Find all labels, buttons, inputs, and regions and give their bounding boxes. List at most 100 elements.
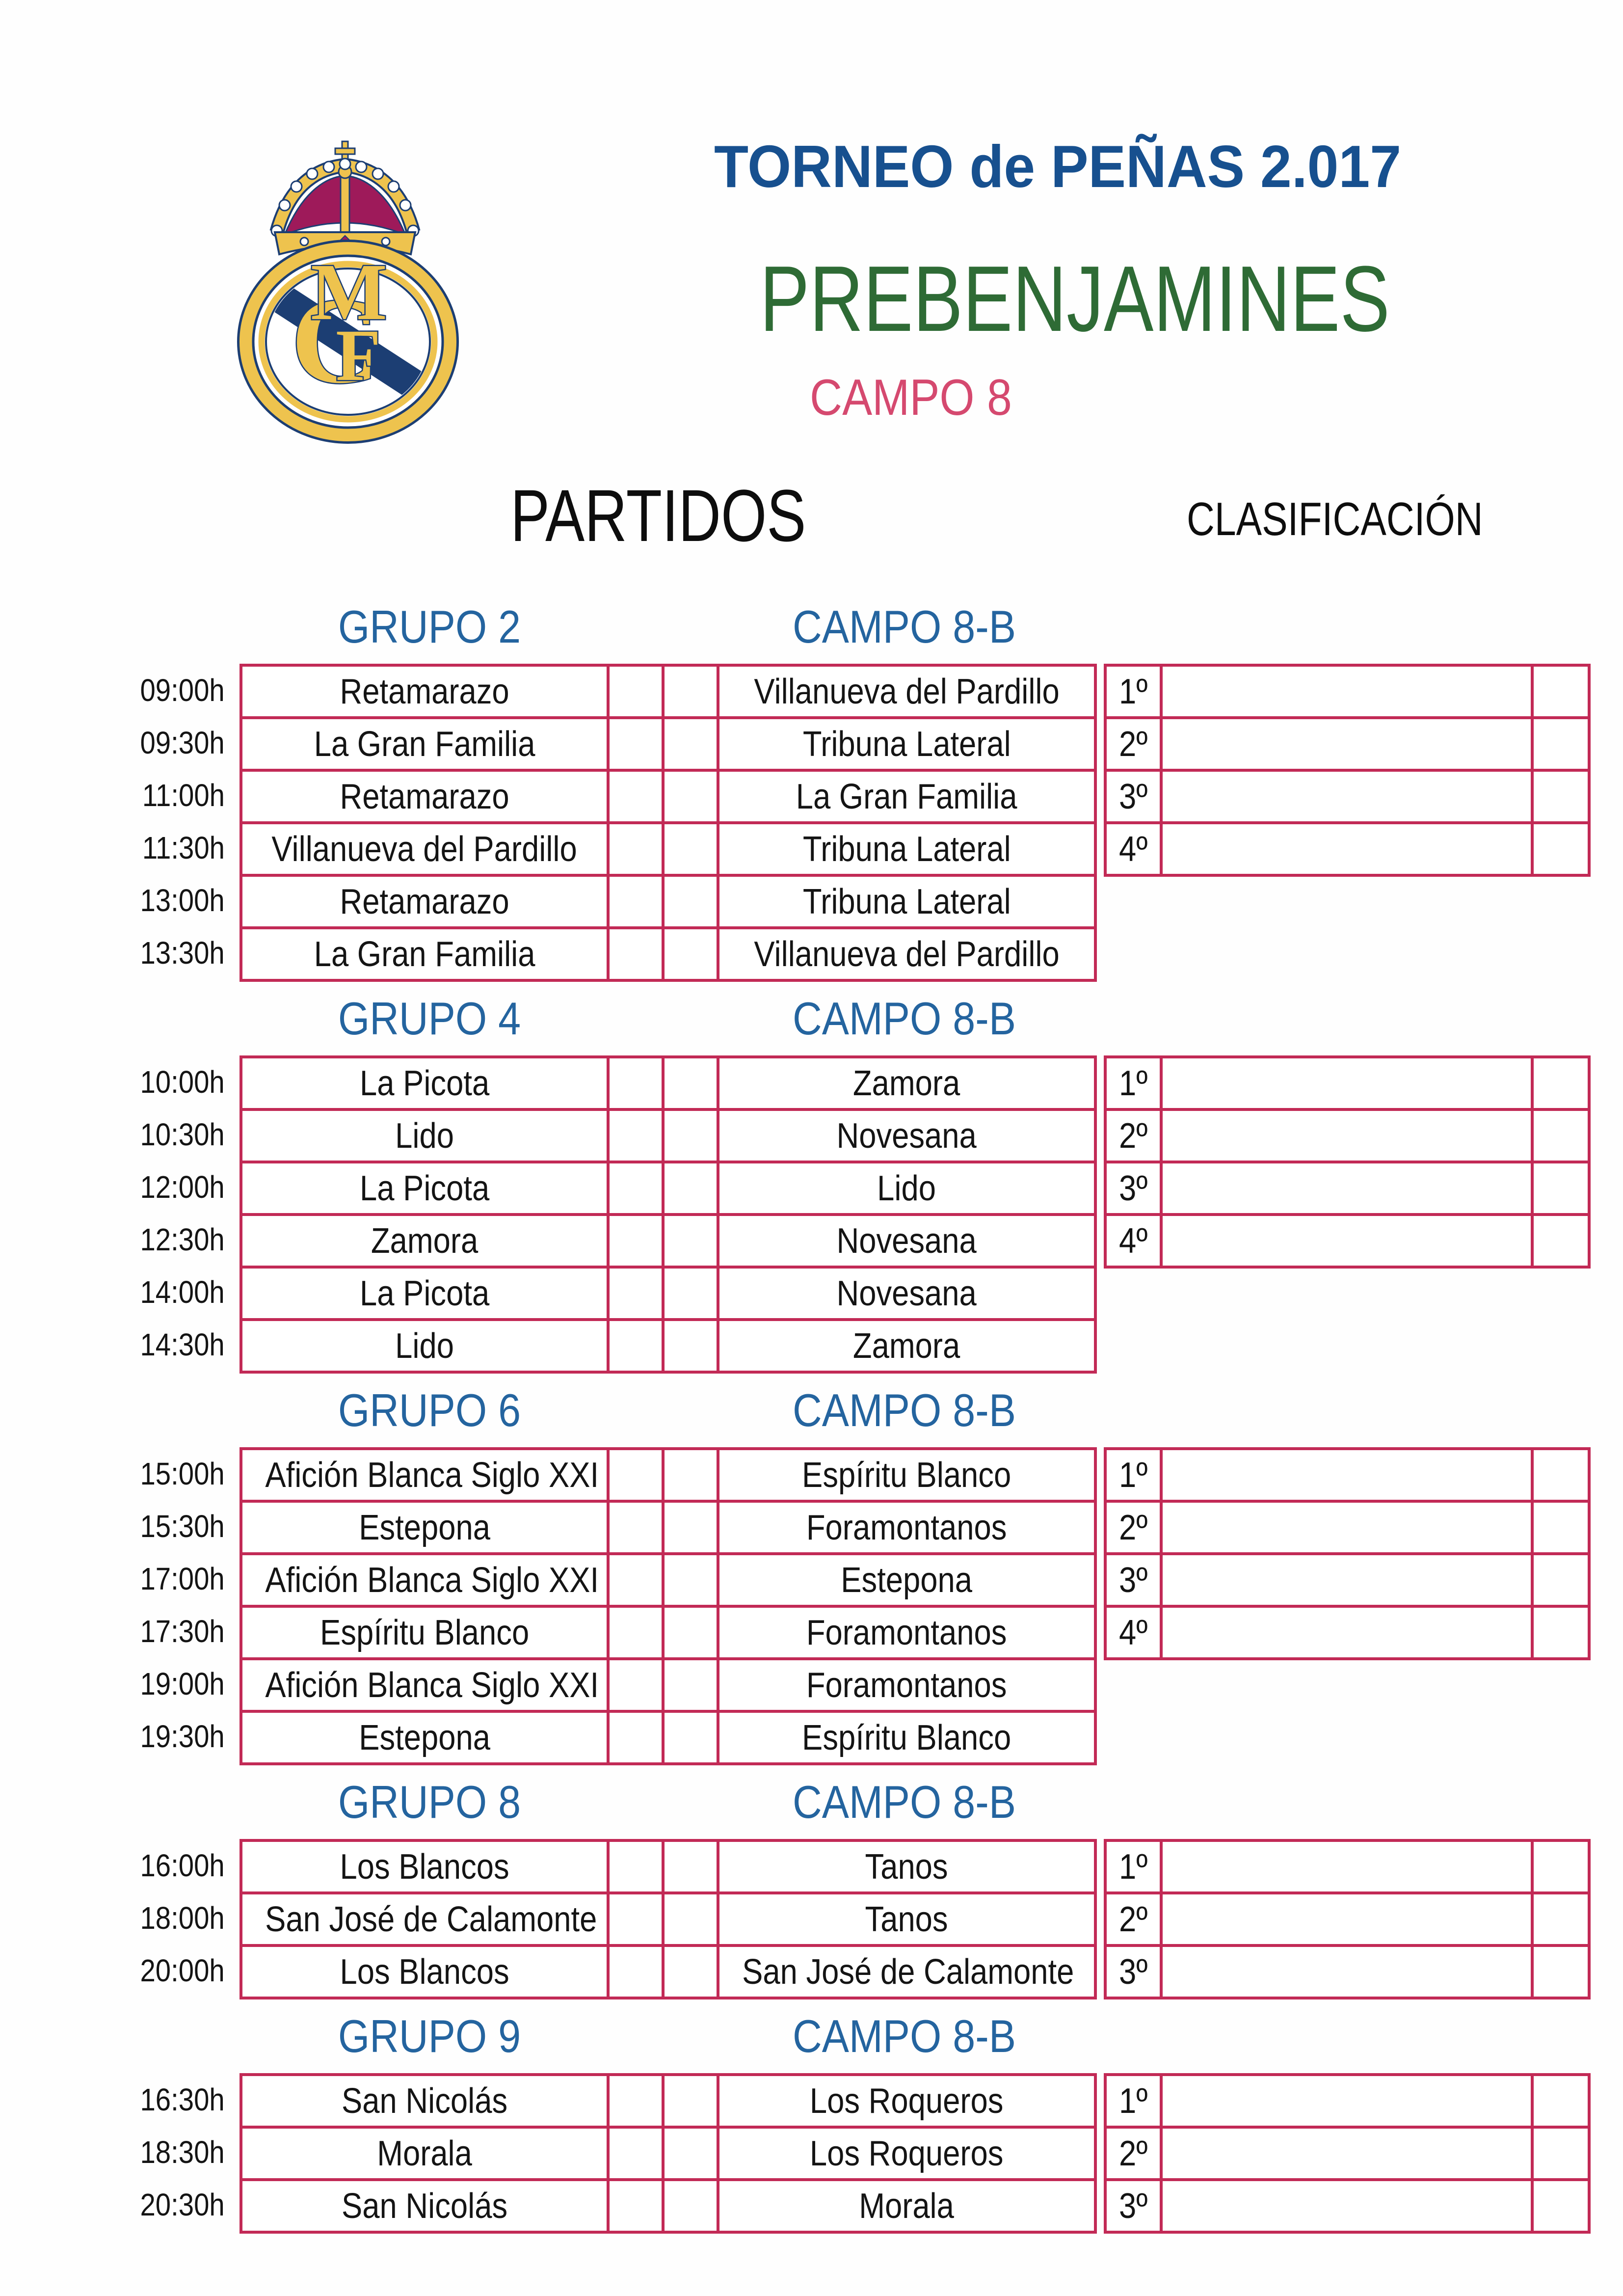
away-score-cell [662,1318,719,1374]
home-score-cell [607,1447,665,1503]
group-campo-title: CAMPO 8-B [792,993,1016,1044]
classification-team-cell [1160,1500,1534,1555]
classification-points-cell [1531,769,1591,824]
away-team-cell: Tanos [717,1891,1097,1947]
home-score-cell [607,874,665,929]
home-score-cell [607,664,665,719]
home-score-cell [607,1605,665,1660]
home-team-cell: San Nicolás [239,2073,610,2129]
match-time: 11:30h [142,830,225,865]
home-score-cell [607,1710,665,1765]
matches-table: La Picota Zamora Lido Novesana La Picota Lido… [239,1055,1097,1374]
group-section: GRUPO 2 CAMPO 8-B 09:00h 09:30h 11:00h 11:3… [0,590,1623,982]
match-time: 12:00h [140,1169,225,1205]
classification-table: 1º 2º 3º [1104,1839,1591,1999]
away-team-cell: Villanueva del Pardillo [717,926,1097,982]
away-score-cell [662,716,719,772]
away-score-cell [662,2073,719,2129]
away-team-cell: Zamora [717,1318,1097,1374]
home-team-cell: La Picota [239,1161,610,1216]
match-row: San Nicolás Morala [239,2178,1097,2234]
away-score-cell [662,1710,719,1765]
rank-cell: 3º [1104,1944,1163,1999]
match-time: 10:30h [140,1116,225,1152]
crest-svg: C M F [237,140,459,444]
classification-team-cell [1160,1552,1534,1608]
rank-cell: 1º [1104,1839,1163,1894]
group-section: GRUPO 6 CAMPO 8-B 15:00h 15:30h 17:00h 17:3… [0,1374,1623,1765]
group-body: 16:30h 18:30h 20:30h San Nicolás Los Roquer… [0,2073,1623,2234]
group-title: GRUPO 4 [338,993,521,1044]
home-score-cell [607,1500,665,1555]
monogram-letter-c: C [291,273,380,409]
home-team-cell: Lido [239,1318,610,1374]
classification-team-cell [1160,1213,1534,1269]
match-row: Zamora Novesana [239,1213,1097,1269]
match-row: Los Blancos Tanos [239,1839,1097,1894]
matches-table: Retamarazo Villanueva del Pardillo La Gran… [239,664,1097,982]
group-body: 16:00h 18:00h 20:00h Los Blancos Tanos San J… [0,1839,1623,1999]
group-body: 09:00h 09:30h 11:00h 11:30h 13:00h 13:30h Ret… [0,664,1623,982]
groups-container: GRUPO 2 CAMPO 8-B 09:00h 09:30h 11:00h 11:3… [0,590,1623,2234]
match-time: 16:00h [140,1847,225,1883]
home-team-cell: La Picota [239,1055,610,1111]
classification-points-cell [1531,1839,1591,1894]
tournament-title: TORNEO de PEÑAS 2.017 [714,133,1402,200]
rank-cell: 3º [1104,1552,1163,1608]
classification-team-cell [1160,1055,1534,1111]
match-row: La Picota Zamora [239,1055,1097,1111]
match-row: Espíritu Blanco Foramontanos [239,1605,1097,1660]
away-team-cell: Foramontanos [717,1500,1097,1555]
classification-points-cell [1531,1108,1591,1163]
group-title: GRUPO 2 [338,601,521,652]
match-row: Lido Novesana [239,1108,1097,1163]
classification-row: 2º [1104,1891,1591,1947]
classification-row: 2º [1104,1108,1591,1163]
classification-team-cell [1160,1944,1534,1999]
group-header: GRUPO 2 CAMPO 8-B [0,590,1623,664]
times-column: 15:00h 15:30h 17:00h 17:30h 19:00h 19:30h [0,1447,239,1762]
partidos-heading: PARTIDOS [510,474,806,557]
home-score-cell [607,2126,665,2181]
home-score-cell [607,1108,665,1163]
match-time: 09:30h [140,725,225,760]
away-score-cell [662,821,719,877]
home-team-cell: Villanueva del Pardillo [239,821,610,877]
classification-row: 2º [1104,2126,1591,2181]
home-score-cell [607,1657,665,1713]
monogram-letter-m: M [311,247,387,337]
away-score-cell [662,664,719,719]
home-score-cell [607,1552,665,1608]
classification-team-cell [1160,1839,1534,1894]
classification-row: 2º [1104,716,1591,772]
classification-table: 1º 2º 3º 4º [1104,664,1591,877]
classification-points-cell [1531,1605,1591,1660]
classification-points-cell [1531,1447,1591,1503]
match-row: Afición Blanca Siglo XXI Foramontanos [239,1657,1097,1713]
group-title: GRUPO 8 [338,1776,521,1828]
classification-team-cell [1160,2126,1534,2181]
rank-cell: 4º [1104,1605,1163,1660]
group-header: GRUPO 9 CAMPO 8-B [0,1999,1623,2073]
classification-team-cell [1160,716,1534,772]
away-score-cell [662,1605,719,1660]
home-team-cell: Afición Blanca Siglo XXI [239,1552,610,1608]
group-title: GRUPO 9 [338,2010,521,2062]
classification-team-cell [1160,769,1534,824]
home-team-cell: Estepona [239,1500,610,1555]
matches-table: Los Blancos Tanos San José de Calamonte Tan… [239,1839,1097,1999]
match-row: La Gran Familia Tribuna Lateral [239,716,1097,772]
rank-cell: 4º [1104,1213,1163,1269]
classification-table: 1º 2º 3º 4º [1104,1055,1591,1269]
match-time: 13:30h [140,935,225,971]
away-team-cell: Villanueva del Pardillo [717,664,1097,719]
home-score-cell [607,1055,665,1111]
match-time: 20:00h [140,1952,225,1988]
away-team-cell: Foramontanos [717,1657,1097,1713]
home-team-cell: La Gran Familia [239,716,610,772]
home-team-cell: Los Blancos [239,1839,610,1894]
match-row: Retamarazo La Gran Familia [239,769,1097,824]
rank-cell: 2º [1104,1500,1163,1555]
group-title: GRUPO 6 [338,1384,521,1436]
